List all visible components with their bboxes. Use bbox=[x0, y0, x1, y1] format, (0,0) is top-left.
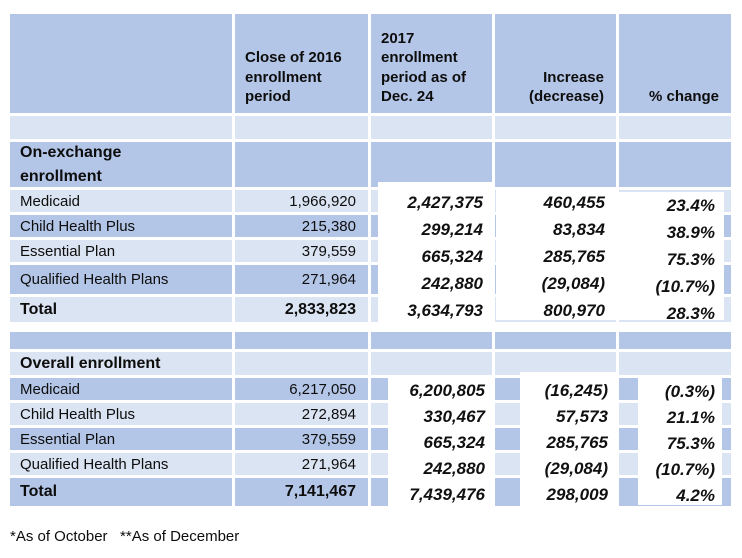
overlay-value: 665,324 bbox=[421, 247, 483, 266]
overlay-value: 83,834 bbox=[553, 220, 605, 239]
overlay-value: 285,765 bbox=[543, 247, 605, 266]
overlay-value: (29,084) bbox=[541, 274, 605, 293]
col-header-2017-period: 2017 enrollment period as of Dec. 24 bbox=[371, 14, 492, 113]
row-label-essential-plan: Essential Plan bbox=[10, 240, 232, 262]
overlay-value: 800,970 bbox=[543, 301, 605, 320]
spacer-cell bbox=[371, 332, 492, 349]
empty-cell bbox=[235, 142, 368, 187]
overlay-on-exchange-2017-values: 2,427,375 299,214 665,324 242,880 3,634,… bbox=[378, 182, 492, 324]
overlay-overall-2017-values: 6,200,805 330,467 665,324 242,880 7,439,… bbox=[388, 377, 493, 508]
empty-cell bbox=[371, 142, 492, 187]
spacer-cell bbox=[619, 332, 731, 349]
row-label-qualified-health-plans: Qualified Health Plans bbox=[10, 265, 232, 294]
overlay-value: 285,765 bbox=[546, 433, 608, 452]
overlay-value: 75.3% bbox=[666, 250, 715, 269]
overlay-overall-pct-values: (0.3%) 21.1% 75.3% (10.7%) 4.2% bbox=[638, 378, 722, 505]
overlay-value: (29,084) bbox=[544, 459, 608, 478]
overlay-value: 299,214 bbox=[421, 220, 483, 239]
overlay-value: 57,573 bbox=[556, 407, 608, 426]
col-header-pct-change: % change bbox=[619, 14, 731, 113]
spacer-cell bbox=[495, 332, 616, 349]
value-close-2016: 379,559 bbox=[235, 428, 368, 450]
row-label-child-health-plus: Child Health Plus bbox=[10, 215, 232, 237]
empty-cell bbox=[371, 352, 492, 375]
value-close-2016: 271,964 bbox=[235, 265, 368, 294]
value-close-2016: 6,217,050 bbox=[235, 378, 368, 400]
empty-cell bbox=[619, 142, 731, 187]
overlay-value: 3,634,793 bbox=[407, 301, 483, 320]
overlay-overall-increase-values: (16,245) 57,573 285,765 (29,084) 298,009 bbox=[520, 372, 618, 508]
value-close-2016: 379,559 bbox=[235, 240, 368, 262]
overlay-value: 330,467 bbox=[423, 407, 485, 426]
value-close-2016: 271,964 bbox=[235, 453, 368, 475]
row-label-child-health-plus: Child Health Plus bbox=[10, 403, 232, 425]
value-close-2016: 1,966,920 bbox=[235, 190, 368, 212]
value-close-2016-total: 7,141,467 bbox=[235, 478, 368, 506]
section-title-text: Overall enrollment bbox=[20, 354, 161, 372]
spacer-cell bbox=[371, 116, 492, 139]
overlay-value: 7,439,476 bbox=[409, 485, 485, 504]
overlay-value: 6,200,805 bbox=[409, 381, 485, 400]
row-label-medicaid: Medicaid bbox=[10, 378, 232, 400]
overlay-value: 38.9% bbox=[666, 223, 715, 242]
section-title-overall: Overall enrollment bbox=[10, 352, 232, 375]
overlay-value: (0.3%) bbox=[664, 382, 715, 401]
overlay-on-exchange-pct-values: 23.4% 38.9% 75.3% (10.7%) 28.3% bbox=[614, 192, 724, 323]
overlay-value: 75.3% bbox=[666, 434, 715, 453]
col-header-close-2016: Close of 2016 enrollment period bbox=[235, 14, 368, 113]
spacer-cell bbox=[235, 332, 368, 349]
section-break bbox=[10, 325, 731, 329]
spacer-cell bbox=[10, 332, 232, 349]
overlay-value: 23.4% bbox=[666, 196, 715, 215]
overlay-value: 298,009 bbox=[546, 485, 608, 504]
overlay-value: 28.3% bbox=[666, 304, 715, 323]
row-label-total: Total bbox=[10, 297, 232, 322]
value-close-2016: 215,380 bbox=[235, 215, 368, 237]
value-close-2016: 272,894 bbox=[235, 403, 368, 425]
section-title-on-exchange: On-exchange enrollment bbox=[10, 142, 232, 187]
overlay-value: 21.1% bbox=[666, 408, 715, 427]
spacer-cell bbox=[235, 116, 368, 139]
row-label-essential-plan: Essential Plan bbox=[10, 428, 232, 450]
empty-cell bbox=[619, 352, 731, 375]
overlay-value: 2,427,375 bbox=[407, 193, 483, 212]
overlay-value: (10.7%) bbox=[655, 460, 715, 479]
col-header-increase: Increase (decrease) bbox=[495, 14, 616, 113]
row-label-qualified-health-plans: Qualified Health Plans bbox=[10, 453, 232, 475]
overlay-value: 460,455 bbox=[543, 193, 605, 212]
empty-cell bbox=[495, 352, 616, 375]
overlay-value: (16,245) bbox=[544, 381, 608, 400]
section-title-text: On-exchange enrollment bbox=[20, 144, 122, 185]
overlay-value: 242,880 bbox=[421, 274, 483, 293]
row-label-total: Total bbox=[10, 478, 232, 506]
footnote: *As of October **As of December bbox=[10, 528, 240, 545]
overlay-on-exchange-increase-values: 460,455 83,834 285,765 (29,084) 800,970 bbox=[496, 187, 617, 320]
header-cell-empty bbox=[10, 14, 232, 113]
value-close-2016-total: 2,833,823 bbox=[235, 297, 368, 322]
spacer-cell bbox=[10, 116, 232, 139]
row-label-medicaid: Medicaid bbox=[10, 190, 232, 212]
overlay-value: 242,880 bbox=[423, 459, 485, 478]
spacer-cell bbox=[495, 116, 616, 139]
empty-cell bbox=[495, 142, 616, 187]
overlay-value: 4.2% bbox=[676, 486, 715, 505]
spacer-cell bbox=[619, 116, 731, 139]
empty-cell bbox=[235, 352, 368, 375]
overlay-value: (10.7%) bbox=[655, 277, 715, 296]
overlay-value: 665,324 bbox=[423, 433, 485, 452]
